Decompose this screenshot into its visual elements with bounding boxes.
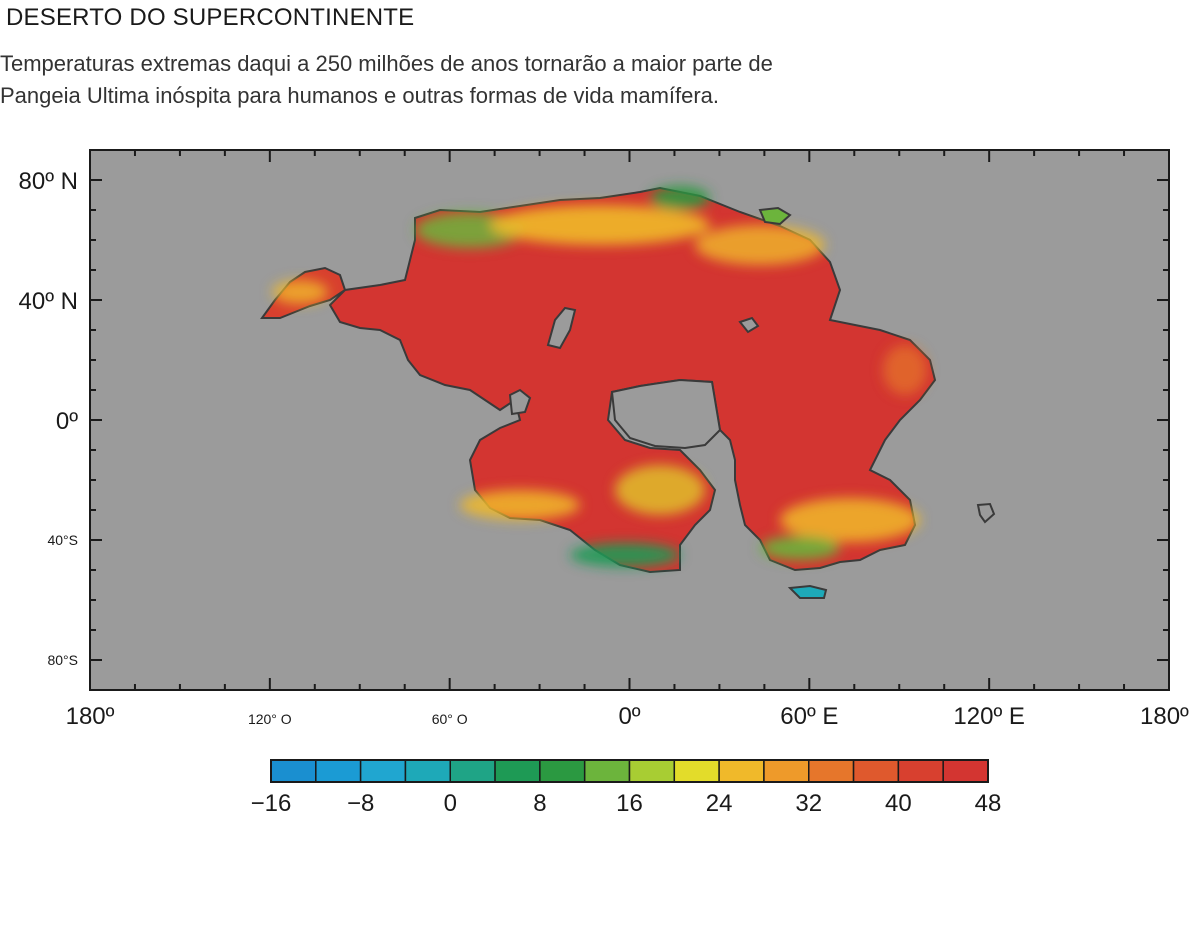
lon-label: 60º E (780, 703, 838, 730)
inland-lake-west (508, 388, 532, 416)
colorbar-swatch (628, 759, 676, 783)
colorbar-swatch (404, 759, 451, 783)
colorbar-swatch (718, 759, 765, 783)
longitude-labels: 180º 120° O 60° O 0º 60º E 120º E 180º (66, 703, 1189, 730)
colorbar-swatch (583, 759, 631, 783)
subtitle-line-1: Temperaturas extremas daqui a 250 milhõe… (0, 51, 773, 76)
colorbar-swatch (270, 759, 317, 783)
lon-label: 180º (1140, 703, 1189, 730)
inland-lake-east (738, 316, 760, 334)
cool-rim-north (490, 205, 710, 245)
colorbar-swatch (673, 759, 720, 783)
colorbar-swatch (763, 759, 810, 783)
lon-label: 120º E (953, 703, 1024, 730)
cool-rim-southwest (460, 490, 580, 520)
cool-rim-south-yellow (615, 465, 705, 515)
cool-rim-east (883, 345, 927, 395)
colorbar-swatch (942, 759, 989, 783)
lat-label: 80º N (19, 168, 78, 195)
colorbar-swatch (897, 759, 944, 783)
supercontinent-landmass (260, 186, 996, 599)
colorbar-border (270, 759, 989, 783)
colorbar-swatch (359, 759, 407, 783)
lat-label: 80°S (47, 652, 78, 668)
island-northeast (758, 206, 792, 226)
colorbar-tick-label: 32 (795, 790, 822, 817)
colorbar-swatch (852, 759, 900, 783)
cool-rim-north-peak (650, 186, 710, 210)
map-title: DESERTO DO SUPERCONTINENTE (6, 4, 415, 31)
map-subtitle: Temperaturas extremas daqui a 250 milhõe… (0, 48, 900, 112)
colorbar-tick-label: 40 (885, 790, 912, 817)
inland-sea-center (610, 378, 722, 450)
lon-label: 60° O (432, 711, 468, 727)
lon-label: 0º (618, 703, 640, 730)
colorbar-tick-label: 24 (706, 790, 733, 817)
cool-rim-southeast-green (760, 536, 840, 560)
cool-rim-southeast (780, 498, 920, 542)
subtitle-line-2: Pangeia Ultima inóspita para humanos e o… (0, 83, 720, 108)
lat-label: 40°S (47, 532, 78, 548)
colorbar-tick-label: 8 (533, 790, 546, 817)
colorbar-tick-label: −16 (251, 790, 292, 817)
cool-rim-south-green (570, 543, 680, 567)
island-south-blue (787, 584, 828, 599)
lat-label: 40º N (19, 288, 78, 315)
lon-label: 120° O (248, 711, 292, 727)
axis-ticks (89, 149, 1170, 691)
cool-rim-west-peninsula (272, 280, 328, 304)
inland-lake-north (546, 306, 577, 350)
temperature-colorbar (270, 759, 989, 783)
colorbar-tick-labels: −16 −8 0 8 16 24 32 40 48 (251, 790, 1002, 817)
latitude-labels: 80º N 40º N 0º 40°S 80°S (19, 168, 79, 668)
colorbar-tick-label: 0 (444, 790, 457, 817)
colorbar-swatch (494, 759, 541, 783)
island-east (976, 502, 996, 524)
colorbar-swatch (315, 759, 362, 783)
colorbar-swatch (808, 759, 855, 783)
cool-rim-north-east (695, 225, 825, 265)
colorbar-tick-label: 16 (616, 790, 643, 817)
colorbar-tick-label: −8 (347, 790, 374, 817)
lon-label: 180º (66, 703, 115, 730)
lat-label: 0º (56, 408, 78, 435)
colorbar-swatch (449, 759, 496, 783)
colorbar-tick-label: 48 (975, 790, 1002, 817)
colorbar-swatch (539, 759, 586, 783)
